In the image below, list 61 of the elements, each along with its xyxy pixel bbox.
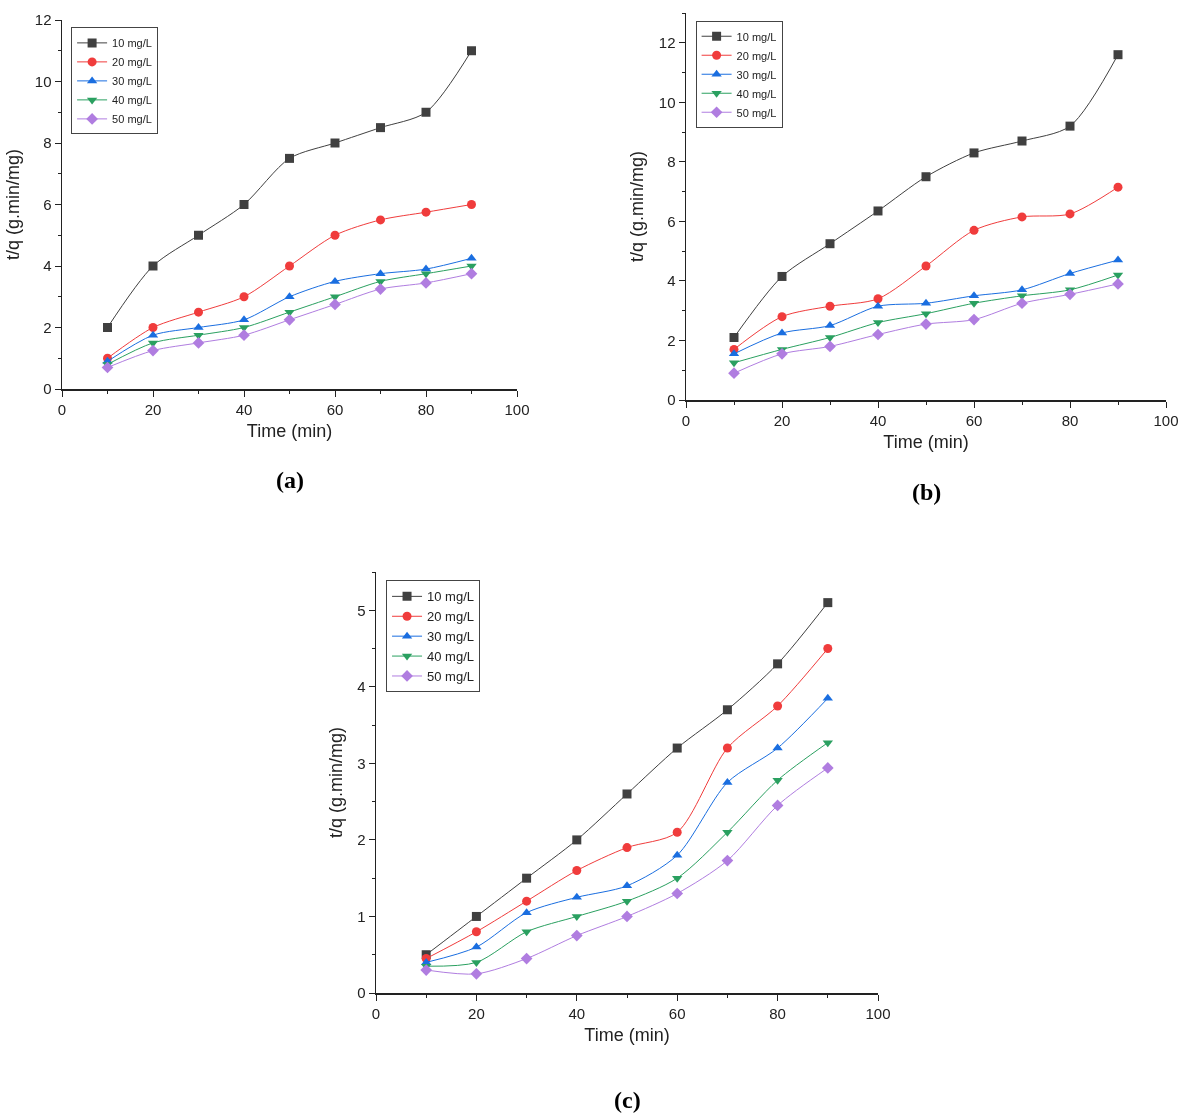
x-tick-label: 80 (417, 400, 435, 418)
x-tick-label: 60 (668, 1004, 686, 1022)
x-tick-label: 20 (773, 411, 791, 429)
y-tick-label: 1 (357, 907, 366, 925)
legend-label: 10 mg/L (736, 30, 777, 43)
y-tick-label: 0 (43, 380, 52, 398)
y-tick-label: 0 (357, 984, 366, 1002)
legend-label: 20 mg/L (736, 49, 777, 62)
x-tick-label: 100 (504, 400, 530, 418)
legend-label: 40 mg/L (736, 87, 777, 100)
legend-label: 10 mg/L (427, 589, 475, 605)
y-tick-label: 6 (43, 195, 52, 213)
y-tick-label: 4 (667, 272, 676, 290)
x-tick-label: 80 (1061, 411, 1079, 429)
x-axis-title: Time (min) (584, 1025, 670, 1046)
legend-label: 40 mg/L (112, 94, 152, 107)
y-tick-label: 3 (357, 754, 366, 772)
y-tick-label: 4 (357, 678, 366, 696)
text: (c) (614, 1087, 641, 1113)
y-tick-label: 2 (357, 831, 366, 849)
y-tick-label: 8 (43, 134, 52, 152)
x-tick-label: 20 (468, 1004, 485, 1022)
legend-label: 10 mg/L (112, 37, 152, 50)
x-tick-label: 20 (144, 400, 162, 418)
y-tick-label: 2 (43, 318, 52, 336)
legend-label: 30 mg/L (427, 629, 475, 645)
y-tick-label: 4 (43, 257, 52, 275)
legend-label: 30 mg/L (112, 75, 152, 88)
x-tick-label: 40 (568, 1004, 586, 1022)
x-tick-label: 80 (769, 1004, 786, 1022)
x-tick-label: 60 (965, 411, 983, 429)
legend-label: 50 mg/L (736, 106, 777, 119)
text: (a) (276, 467, 304, 493)
x-axis-title: Time (min) (246, 421, 333, 442)
y-tick-label: 5 (357, 601, 366, 619)
x-tick-label: 40 (235, 400, 253, 418)
legend-label: 40 mg/L (427, 649, 475, 665)
y-tick-label: 2 (667, 331, 676, 349)
text: (b) (912, 479, 942, 505)
x-tick-label: 100 (1153, 411, 1179, 429)
y-tick-label: 6 (667, 212, 676, 230)
x-axis-title: Time (min) (883, 432, 969, 453)
y-tick-label: 12 (658, 34, 676, 52)
x-tick-label: 0 (681, 411, 691, 429)
x-tick-label: 60 (326, 400, 344, 418)
x-tick-label: 100 (865, 1004, 891, 1022)
y-axis-title: t/q (g.min/mg) (3, 148, 24, 261)
y-axis-title: t/q (g.min/mg) (325, 726, 346, 839)
x-tick-label: 0 (371, 1004, 381, 1022)
x-tick-label: 0 (57, 400, 67, 418)
legend-label: 20 mg/L (427, 609, 475, 625)
y-tick-label: 8 (667, 153, 676, 171)
x-tick-label: 40 (869, 411, 887, 429)
y-tick-label: 10 (34, 72, 52, 90)
y-tick-label: 10 (658, 93, 676, 111)
y-tick-label: 12 (34, 11, 52, 29)
legend-label: 50 mg/L (427, 669, 475, 685)
legend-label: 20 mg/L (112, 56, 152, 69)
legend-label: 50 mg/L (112, 113, 152, 126)
y-axis-title: t/q (g.min/mg) (627, 150, 648, 263)
legend-label: 30 mg/L (736, 68, 777, 81)
